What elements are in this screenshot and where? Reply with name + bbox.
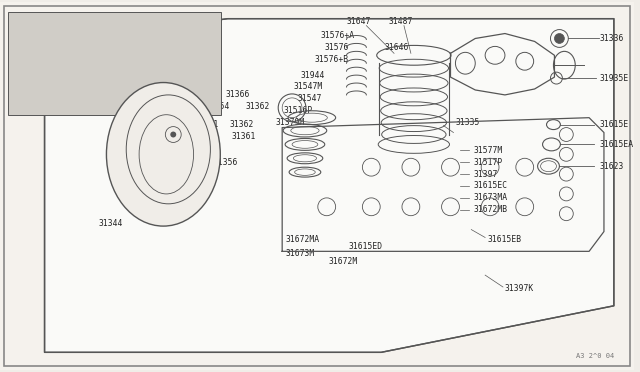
Ellipse shape [106,83,220,226]
Text: 31517P: 31517P [473,158,502,167]
Text: WHICH RESPECTIVE PART CODE: WHICH RESPECTIVE PART CODE [14,65,157,74]
Text: 31516P: 31516P [283,106,312,115]
Text: 31672M: 31672M [329,257,358,266]
Text: 31673M: 31673M [285,249,314,258]
Text: 31944: 31944 [301,71,325,80]
Text: 31672MA: 31672MA [285,235,319,244]
Text: 31354M: 31354M [111,68,140,78]
Text: 31379M: 31379M [275,118,305,127]
Circle shape [170,132,176,138]
Text: 31336: 31336 [600,34,625,43]
Text: 31361: 31361 [232,132,256,141]
Text: 31397: 31397 [473,170,498,179]
Text: 31672MB: 31672MB [473,205,508,214]
Text: 31397K: 31397K [505,285,534,294]
Text: 31673MA: 31673MA [473,193,508,202]
Text: 31344: 31344 [99,219,124,228]
Text: 31356: 31356 [214,158,238,167]
Text: 31411E: 31411E [107,86,136,96]
Text: 31615E: 31615E [600,120,629,129]
Text: 31354: 31354 [206,102,230,111]
Text: 31615EB: 31615EB [487,235,521,244]
Text: NOTE; COMPONENT PARTS OF 31397K: NOTE; COMPONENT PARTS OF 31397K [14,22,157,31]
Text: 31362: 31362 [230,120,254,129]
Text: 31366: 31366 [226,90,250,99]
Circle shape [554,33,564,44]
Bar [8,12,221,115]
Text: A3 2^0 04: A3 2^0 04 [575,353,614,359]
Text: 31547: 31547 [297,94,321,103]
Text: 31615ED: 31615ED [349,242,383,251]
Text: 31615EA: 31615EA [600,140,634,149]
Text: 31615EC: 31615EC [473,182,508,190]
Text: 31335: 31335 [456,118,480,127]
Text: 31935E: 31935E [600,74,629,83]
Text: 31576+B: 31576+B [315,55,349,64]
Text: ARE LISTED IN THE SECTION IN: ARE LISTED IN THE SECTION IN [14,44,166,52]
Text: 31362M: 31362M [99,103,128,112]
Text: 31647: 31647 [346,17,371,26]
Text: 31577M: 31577M [473,146,502,155]
Text: 31361: 31361 [194,120,218,129]
Text: 31623: 31623 [600,162,625,171]
Text: 31547M: 31547M [293,83,323,92]
Text: 31576: 31576 [324,43,349,52]
Text: 31646: 31646 [384,43,408,52]
Text: BELONGS.: BELONGS. [14,87,74,96]
Text: 31487: 31487 [388,17,413,26]
Text: 31362: 31362 [246,102,270,111]
Polygon shape [45,19,614,352]
Text: 31576+A: 31576+A [321,31,355,40]
